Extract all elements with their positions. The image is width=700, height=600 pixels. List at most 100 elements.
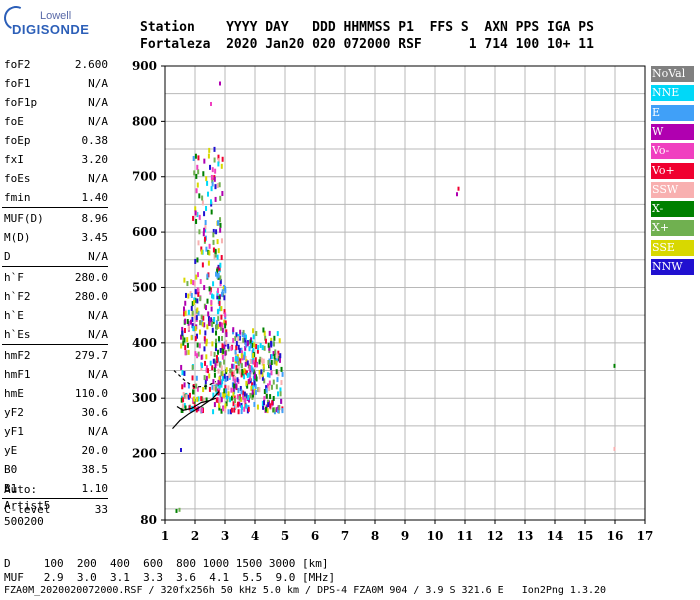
param-row: foE N/A bbox=[4, 115, 108, 131]
echo-point bbox=[245, 359, 248, 365]
echo-point bbox=[221, 354, 224, 360]
echo-point bbox=[247, 406, 250, 412]
echo-point bbox=[281, 408, 284, 414]
echo-point bbox=[217, 264, 220, 270]
echo-point bbox=[200, 365, 203, 371]
echo-point bbox=[191, 364, 194, 370]
echo-point bbox=[252, 359, 255, 365]
echo-point bbox=[187, 349, 190, 355]
echo-point bbox=[218, 321, 221, 327]
echo-point bbox=[256, 404, 259, 410]
echo-point bbox=[240, 389, 243, 395]
x-tick-label: 6 bbox=[311, 529, 319, 543]
echo-point bbox=[210, 101, 212, 106]
echo-point bbox=[225, 388, 228, 394]
echo-point bbox=[261, 375, 264, 381]
footer-muf: MUF 2.9 3.0 3.1 3.3 3.6 4.1 5.5 9.0 [MHz… bbox=[4, 571, 336, 584]
echo-point bbox=[246, 341, 249, 347]
param-value: N/A bbox=[88, 96, 108, 109]
echo-point bbox=[264, 338, 267, 344]
echo-point bbox=[242, 390, 245, 396]
echo-point bbox=[220, 365, 223, 371]
echo-point bbox=[184, 292, 187, 298]
echo-point bbox=[273, 353, 276, 359]
param-name: C-level bbox=[4, 503, 51, 516]
echo-point bbox=[198, 343, 201, 349]
x-tick-label: 13 bbox=[517, 529, 534, 543]
footer-distance: D 100 200 400 600 800 1000 1500 3000 [km… bbox=[4, 557, 329, 570]
echo-point bbox=[262, 404, 265, 410]
echo-point bbox=[199, 279, 202, 285]
y-tick-label: 900 bbox=[132, 59, 157, 73]
param-row: hmF2 279.7 bbox=[4, 349, 108, 365]
echo-point bbox=[237, 409, 240, 415]
echo-point bbox=[237, 366, 240, 372]
echo-point bbox=[185, 394, 188, 400]
echo-point bbox=[256, 348, 259, 354]
auto-code: 500200 bbox=[4, 515, 44, 528]
echo-point bbox=[223, 344, 226, 350]
echo-point bbox=[227, 409, 230, 415]
echo-point bbox=[263, 388, 266, 394]
echo-point bbox=[240, 396, 243, 402]
echo-point bbox=[260, 369, 263, 375]
echo-point bbox=[190, 335, 193, 341]
echo-point bbox=[215, 330, 218, 336]
echo-point bbox=[212, 228, 215, 234]
echo-point bbox=[218, 402, 221, 408]
echo-point bbox=[204, 227, 207, 233]
echo-point bbox=[212, 392, 215, 398]
echo-point bbox=[184, 310, 187, 316]
echo-point bbox=[277, 371, 280, 377]
echo-point bbox=[215, 360, 218, 366]
echo-point bbox=[210, 186, 213, 192]
echo-point bbox=[273, 335, 276, 341]
echo-point bbox=[200, 354, 203, 360]
echo-point bbox=[180, 448, 182, 453]
param-row: foEp 0.38 bbox=[4, 134, 108, 150]
echo-point bbox=[217, 368, 220, 374]
echo-point bbox=[222, 286, 225, 292]
echo-point bbox=[187, 394, 190, 400]
echo-point bbox=[197, 291, 200, 297]
echo-point bbox=[218, 384, 221, 390]
echo-point bbox=[250, 385, 253, 391]
param-value: 1.10 bbox=[81, 482, 109, 495]
echo-point bbox=[274, 349, 277, 355]
echo-point bbox=[186, 318, 189, 324]
echo-point bbox=[219, 380, 222, 386]
echo-point bbox=[230, 345, 233, 351]
echo-point bbox=[268, 345, 271, 351]
echo-point bbox=[242, 329, 245, 335]
param-row: foEs N/A bbox=[4, 172, 108, 188]
echo-point bbox=[219, 195, 222, 201]
echo-point bbox=[197, 272, 200, 278]
echo-point bbox=[205, 246, 208, 252]
echo-point bbox=[183, 382, 186, 388]
echo-point bbox=[244, 345, 247, 351]
param-name: foF1p bbox=[4, 96, 38, 109]
echo-point bbox=[213, 372, 216, 378]
echo-point bbox=[214, 363, 217, 369]
echo-point bbox=[238, 335, 241, 341]
echo-point bbox=[194, 313, 197, 319]
echo-point bbox=[223, 309, 226, 315]
echo-point bbox=[237, 401, 240, 407]
echo-point bbox=[258, 374, 261, 380]
echo-point bbox=[280, 366, 283, 372]
echo-point bbox=[184, 318, 187, 324]
x-tick-label: 15 bbox=[577, 529, 594, 543]
echo-point bbox=[211, 384, 214, 390]
echo-point bbox=[243, 368, 246, 374]
echo-point bbox=[237, 360, 240, 366]
echo-point bbox=[270, 359, 273, 365]
echo-point bbox=[219, 306, 222, 312]
echo-point bbox=[260, 357, 263, 363]
echo-point bbox=[261, 372, 264, 378]
echo-point bbox=[246, 372, 249, 378]
echo-point bbox=[213, 254, 216, 260]
echo-point bbox=[248, 372, 251, 378]
echo-point bbox=[183, 277, 186, 283]
echo-point bbox=[195, 333, 198, 339]
echo-point bbox=[251, 385, 254, 391]
